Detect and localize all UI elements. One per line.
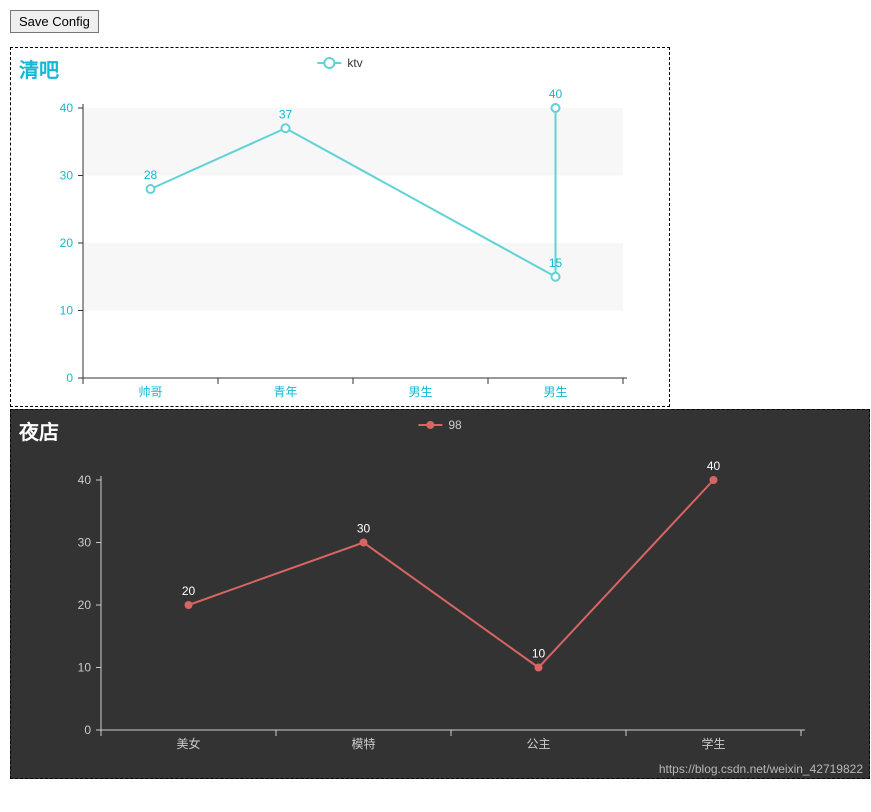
chart-qingba: 清吧 ktv 010203040帅哥青年男生男生28371540 — [10, 47, 670, 407]
svg-text:37: 37 — [279, 107, 293, 121]
svg-text:10: 10 — [532, 647, 546, 661]
svg-text:0: 0 — [84, 723, 91, 737]
svg-text:0: 0 — [66, 371, 73, 385]
svg-text:30: 30 — [357, 522, 371, 536]
svg-text:男生: 男生 — [408, 385, 432, 399]
svg-text:40: 40 — [549, 87, 563, 101]
svg-text:10: 10 — [60, 304, 74, 318]
svg-text:20: 20 — [60, 236, 74, 250]
save-config-button[interactable]: Save Config — [10, 10, 99, 33]
svg-text:20: 20 — [78, 598, 92, 612]
svg-text:28: 28 — [144, 168, 158, 182]
svg-text:15: 15 — [549, 256, 563, 270]
chart-yedian: 夜店 98 010203040美女模特公主学生20301040 https://… — [10, 409, 870, 779]
svg-text:10: 10 — [78, 661, 92, 675]
svg-text:男生: 男生 — [543, 385, 567, 399]
svg-text:帅哥: 帅哥 — [138, 385, 162, 399]
svg-text:学生: 学生 — [701, 736, 725, 751]
svg-text:青年: 青年 — [273, 385, 297, 399]
watermark-text: https://blog.csdn.net/weixin_42719822 — [659, 762, 863, 776]
svg-text:30: 30 — [60, 169, 74, 183]
svg-text:40: 40 — [60, 101, 74, 115]
chart2-plot: 0 10 20 30 40 美女 模特 公主 学生 20 30 10 40 — [11, 410, 841, 770]
svg-text:模特: 模特 — [351, 736, 375, 751]
svg-text:40: 40 — [707, 459, 721, 473]
svg-text:美女: 美女 — [176, 736, 200, 751]
svg-text:30: 30 — [78, 536, 92, 550]
chart1-plot: 0 10 20 30 40 帅哥 青年 男生 男生 28 37 15 40 — [11, 48, 663, 418]
svg-text:20: 20 — [182, 584, 196, 598]
svg-text:公主: 公主 — [526, 737, 550, 751]
svg-text:40: 40 — [78, 473, 92, 487]
